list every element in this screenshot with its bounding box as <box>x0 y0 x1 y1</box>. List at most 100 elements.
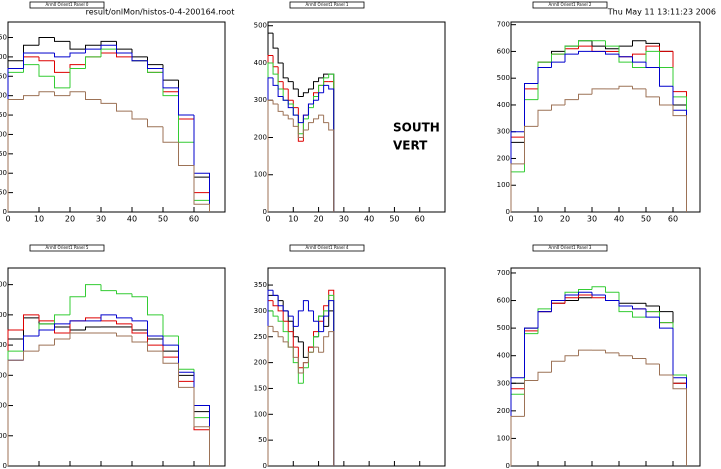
annotation: VERT <box>393 139 428 153</box>
histogram-bin <box>287 89 294 101</box>
histogram-bin <box>591 88 606 95</box>
histogram-bin <box>54 323 70 330</box>
histogram-bin <box>618 85 633 89</box>
y-tick-label: 50 <box>0 189 7 197</box>
histogram-bin <box>551 61 565 68</box>
y-tick-label: 400 <box>497 101 510 109</box>
histogram-bin <box>578 50 592 55</box>
histogram-bin <box>272 62 279 75</box>
histogram-bin <box>537 371 552 381</box>
histogram-bin <box>100 284 117 292</box>
frame <box>510 21 701 213</box>
histogram-bin <box>328 122 335 212</box>
histogram-bin <box>645 40 660 44</box>
histogram-bin <box>605 46 619 50</box>
histogram-bin <box>323 310 329 317</box>
histogram-bin <box>282 111 289 116</box>
histogram-bin <box>100 99 117 104</box>
histogram-bin <box>116 332 132 337</box>
histogram-bin <box>69 296 86 315</box>
y-tick-label: 300 <box>0 92 7 100</box>
histogram-bin <box>307 88 314 93</box>
histogram-bin <box>178 87 194 116</box>
histogram-bin <box>292 347 299 358</box>
histogram-bin <box>85 91 101 101</box>
histogram-bin <box>302 129 309 138</box>
histogram-bin <box>277 305 284 312</box>
histogram-bin <box>38 91 55 96</box>
histogram-bin <box>272 290 279 296</box>
panel-title: Arm0 Orient1 Panel 4 <box>306 245 349 250</box>
panel-title: Arm0 Orient1 Panel 0 <box>46 2 89 7</box>
histogram-bin <box>131 317 148 322</box>
histogram-bin <box>54 53 70 58</box>
histogram-bin <box>551 300 565 312</box>
histogram-bin <box>302 114 309 123</box>
histogram-bin <box>69 68 86 88</box>
y-tick-label: 200 <box>254 133 267 141</box>
histogram-bin <box>659 317 673 329</box>
histogram-bin <box>313 310 319 322</box>
histogram-bin <box>85 284 101 297</box>
y-tick-label: 700 <box>497 21 510 29</box>
y-tick-label: 300 <box>254 96 267 104</box>
y-tick-label: 400 <box>497 352 510 360</box>
histogram-bin <box>618 292 633 313</box>
histogram-bin <box>318 92 324 101</box>
histogram-bin <box>292 81 299 90</box>
x-tick-label: 40 <box>127 215 137 224</box>
histogram-bin <box>524 83 538 132</box>
histogram-bin <box>659 67 673 87</box>
histogram-bin <box>116 45 132 54</box>
histogram-bin <box>632 311 646 318</box>
histogram-bin <box>282 305 289 312</box>
histogram-bin <box>272 77 279 86</box>
histogram-bin <box>672 374 687 466</box>
y-tick-label: 200 <box>497 407 510 415</box>
y-tick-label: 0 <box>3 208 7 216</box>
y-tick-label: 50 <box>258 436 267 444</box>
histogram-bin <box>277 295 284 307</box>
histogram-bin <box>272 326 279 333</box>
histogram-bin <box>38 344 55 352</box>
histogram-bin <box>307 122 314 131</box>
histogram-bin <box>178 363 194 388</box>
histogram-bin <box>605 350 619 354</box>
histogram-bin <box>162 68 179 89</box>
histogram-bin <box>282 321 289 333</box>
histogram-bin <box>632 86 646 90</box>
histogram-bin <box>524 125 538 164</box>
x-tick-label: 40 <box>614 215 624 224</box>
x-tick-label: 60 <box>415 215 425 224</box>
y-tick-label: 0 <box>3 462 7 469</box>
y-tick-label: 400 <box>0 53 7 61</box>
histogram-bin <box>578 40 592 47</box>
y-tick-label: 500 <box>497 74 510 82</box>
y-tick-label: 200 <box>0 402 7 410</box>
histogram-bin <box>272 300 279 307</box>
title-box <box>289 244 365 252</box>
histogram-bin <box>564 294 579 301</box>
histogram-bin <box>100 44 117 50</box>
y-tick-label: 200 <box>0 130 7 138</box>
y-tick-label: 0 <box>263 462 267 469</box>
histogram-bin <box>131 323 148 334</box>
histogram-bin <box>323 336 329 353</box>
histogram-bin <box>38 64 55 77</box>
y-tick-label: 150 <box>254 384 267 392</box>
histogram-bin <box>659 96 673 106</box>
histogram-bin <box>292 316 299 327</box>
histogram-bin <box>323 115 329 124</box>
x-tick-label: 10 <box>288 215 298 224</box>
histogram-bin <box>162 126 179 143</box>
title-box <box>29 1 105 9</box>
histogram-bin <box>551 360 565 373</box>
histogram-bin <box>287 321 294 333</box>
histogram-bin <box>116 103 132 112</box>
histogram-bin <box>578 291 592 296</box>
histogram-bin <box>313 99 319 104</box>
histogram-bin <box>69 91 86 96</box>
title-box <box>29 244 105 252</box>
y-tick-label: 100 <box>497 181 510 189</box>
y-tick-label: 300 <box>497 379 510 387</box>
